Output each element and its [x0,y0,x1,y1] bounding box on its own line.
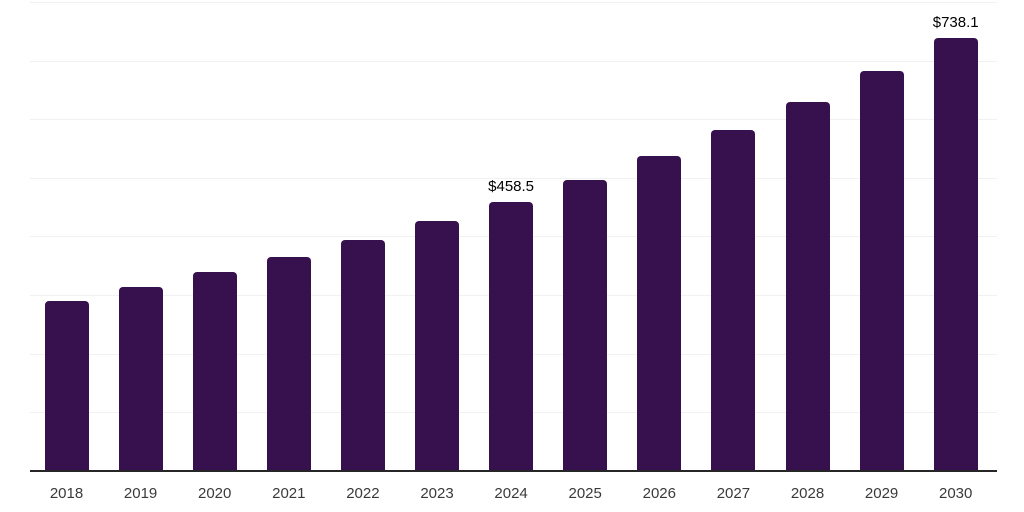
x-tick-2021: 2021 [272,485,306,502]
bar-2023 [415,221,459,471]
x-tick-2026: 2026 [642,485,676,502]
gridline-600 [30,119,997,120]
data-label-2024: $458.5 [488,178,535,196]
bar-2027 [711,129,756,471]
x-tick-2018: 2018 [49,485,84,502]
gridline-700 [30,61,997,62]
x-tick-2019: 2019 [123,485,158,502]
x-tick-2022: 2022 [346,485,380,502]
bar-2028 [785,101,830,471]
bar-2030 [933,38,978,471]
data-label-2030: $738.1 [932,14,979,32]
bar-2019 [118,287,163,471]
x-tick-2028: 2028 [790,485,825,502]
x-tick-2020: 2020 [198,485,232,502]
x-tick-2030: 2030 [939,485,973,502]
gridline-500 [30,178,997,179]
x-tick-2024: 2024 [494,485,528,502]
x-tick-2025: 2025 [568,485,602,502]
bar-2029 [859,71,904,471]
x-tick-2027: 2027 [716,485,751,502]
x-axis-line [30,470,997,472]
bar-2018 [44,300,89,471]
x-tick-2029: 2029 [864,485,899,502]
x-tick-2023: 2023 [420,485,454,502]
bar-2020 [192,271,237,471]
bar-2021 [266,257,311,471]
gridline-800 [30,2,997,3]
bar-2026 [637,155,682,471]
bar-2024 [489,202,534,471]
bar-2022 [340,240,385,471]
bar-2025 [563,179,608,471]
